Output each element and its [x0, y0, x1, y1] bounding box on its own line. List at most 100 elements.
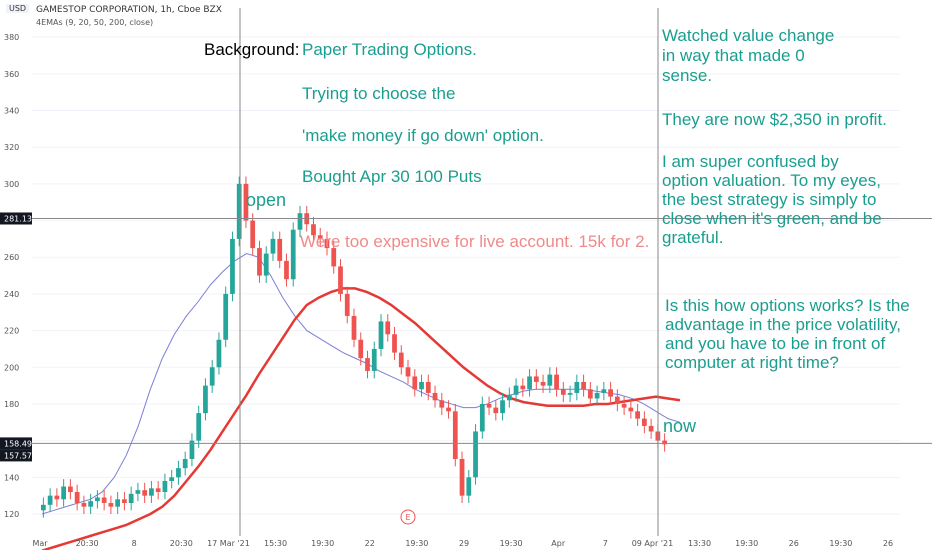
- profit-note: They are now $2,350 in profit.: [662, 110, 887, 129]
- candle-body: [162, 480, 168, 492]
- candle-body: [419, 381, 424, 390]
- y-tick-label: 240: [4, 290, 19, 299]
- candle-body: [128, 493, 134, 503]
- candle-body: [405, 367, 411, 377]
- x-tick-label: 26: [883, 539, 893, 548]
- candle-body: [567, 392, 573, 395]
- candle-body: [500, 400, 505, 414]
- candle-body: [608, 389, 613, 397]
- candle-body: [209, 367, 215, 386]
- candle-body: [61, 486, 67, 500]
- price-badge: [0, 437, 32, 450]
- candle-body: [513, 385, 519, 395]
- candle-body: [466, 477, 472, 496]
- y-tick-label: 120: [4, 510, 19, 519]
- candle-body: [486, 403, 492, 408]
- candle-body: [41, 504, 46, 511]
- price-badge: [0, 449, 32, 462]
- candle-body: [614, 396, 620, 404]
- x-tick-label: 29: [459, 539, 469, 548]
- x-tick-label: 13:30: [688, 539, 711, 548]
- candle-body: [601, 389, 607, 393]
- candle-body: [270, 238, 276, 254]
- background-label: Background:: [204, 40, 300, 59]
- ema-slow-line: [41, 287, 681, 552]
- candle-body: [439, 400, 445, 408]
- candle-body: [122, 499, 127, 503]
- make-money-note: 'make money if go down' option.: [302, 126, 544, 145]
- candle-body: [547, 374, 553, 386]
- candle-body: [378, 321, 384, 349]
- price-badge: [0, 212, 32, 225]
- candle-body: [648, 425, 654, 432]
- candle-body: [540, 381, 546, 386]
- y-tick-label: 320: [4, 143, 19, 152]
- question-note: Is this how options works? Is the advant…: [665, 296, 910, 372]
- candle-body: [324, 238, 330, 249]
- candle-body: [169, 477, 175, 481]
- candle-body: [621, 403, 627, 408]
- candle-body: [635, 411, 640, 419]
- candle-body: [459, 458, 465, 496]
- candle-body: [115, 499, 121, 507]
- y-tick-label: 140: [4, 473, 19, 482]
- candle-body: [338, 266, 343, 294]
- open-label: open: [246, 190, 287, 210]
- paper-trading-note: Paper Trading Options.: [302, 40, 477, 59]
- candle-body: [81, 502, 87, 507]
- trying-note: Trying to choose the: [302, 84, 456, 103]
- x-tick-label: 09 Apr '21: [632, 539, 673, 548]
- candle-body: [243, 183, 249, 221]
- candle-body: [257, 248, 262, 276]
- candle-body: [533, 376, 539, 382]
- candle-body: [149, 488, 154, 496]
- candle-body: [263, 253, 269, 276]
- candle-body: [203, 385, 208, 414]
- candle-body: [297, 213, 303, 230]
- too-expensive-note: Were too expensive for live account. 15k…: [300, 232, 650, 251]
- x-tick-label: 26: [789, 539, 799, 548]
- y-tick-label: 200: [4, 363, 19, 372]
- candle-body: [47, 495, 53, 505]
- candle-body: [493, 407, 499, 414]
- x-tick-label: 20:30: [76, 539, 99, 548]
- x-tick-label: 20:30: [170, 539, 193, 548]
- candle-body: [425, 381, 431, 393]
- candle-body: [142, 490, 148, 496]
- x-tick-label: 8: [132, 539, 137, 548]
- candle-body: [432, 392, 438, 401]
- price-badge-label: 158.49: [4, 439, 32, 448]
- x-tick-label: 19:30: [311, 539, 334, 548]
- y-tick-label: 340: [4, 107, 19, 116]
- x-tick-label: 7: [603, 539, 608, 548]
- x-tick-label: 19:30: [829, 539, 852, 548]
- candle-body: [506, 394, 512, 401]
- candle-body: [155, 488, 161, 492]
- x-tick-label: 19:30: [500, 539, 523, 548]
- candle-body: [311, 224, 316, 236]
- y-tick-label: 180: [4, 400, 19, 409]
- x-tick-label: 19:30: [735, 539, 758, 548]
- price-badge-label: 281.13: [4, 214, 32, 223]
- x-tick-label: 17 Mar '21: [207, 539, 250, 548]
- candle-body: [95, 497, 100, 502]
- candle-body: [385, 321, 391, 335]
- candle-body: [371, 348, 377, 371]
- candle-body: [554, 374, 559, 390]
- candle-body: [392, 334, 397, 353]
- candle-body: [574, 381, 580, 393]
- candle-body: [101, 497, 107, 503]
- currency-label: USD: [6, 4, 30, 13]
- indicator-title: 4EMAs (9, 20, 50, 200, close): [36, 18, 154, 27]
- event-marker-label: E: [405, 513, 410, 522]
- y-tick-label: 300: [4, 180, 19, 189]
- candle-body: [641, 418, 647, 426]
- candle-body: [216, 339, 222, 368]
- candle-body: [581, 381, 586, 390]
- candle-body: [88, 501, 94, 507]
- candle-body: [344, 293, 350, 316]
- candle-body: [317, 235, 323, 239]
- candle-body: [250, 220, 256, 249]
- now-label: now: [663, 416, 697, 436]
